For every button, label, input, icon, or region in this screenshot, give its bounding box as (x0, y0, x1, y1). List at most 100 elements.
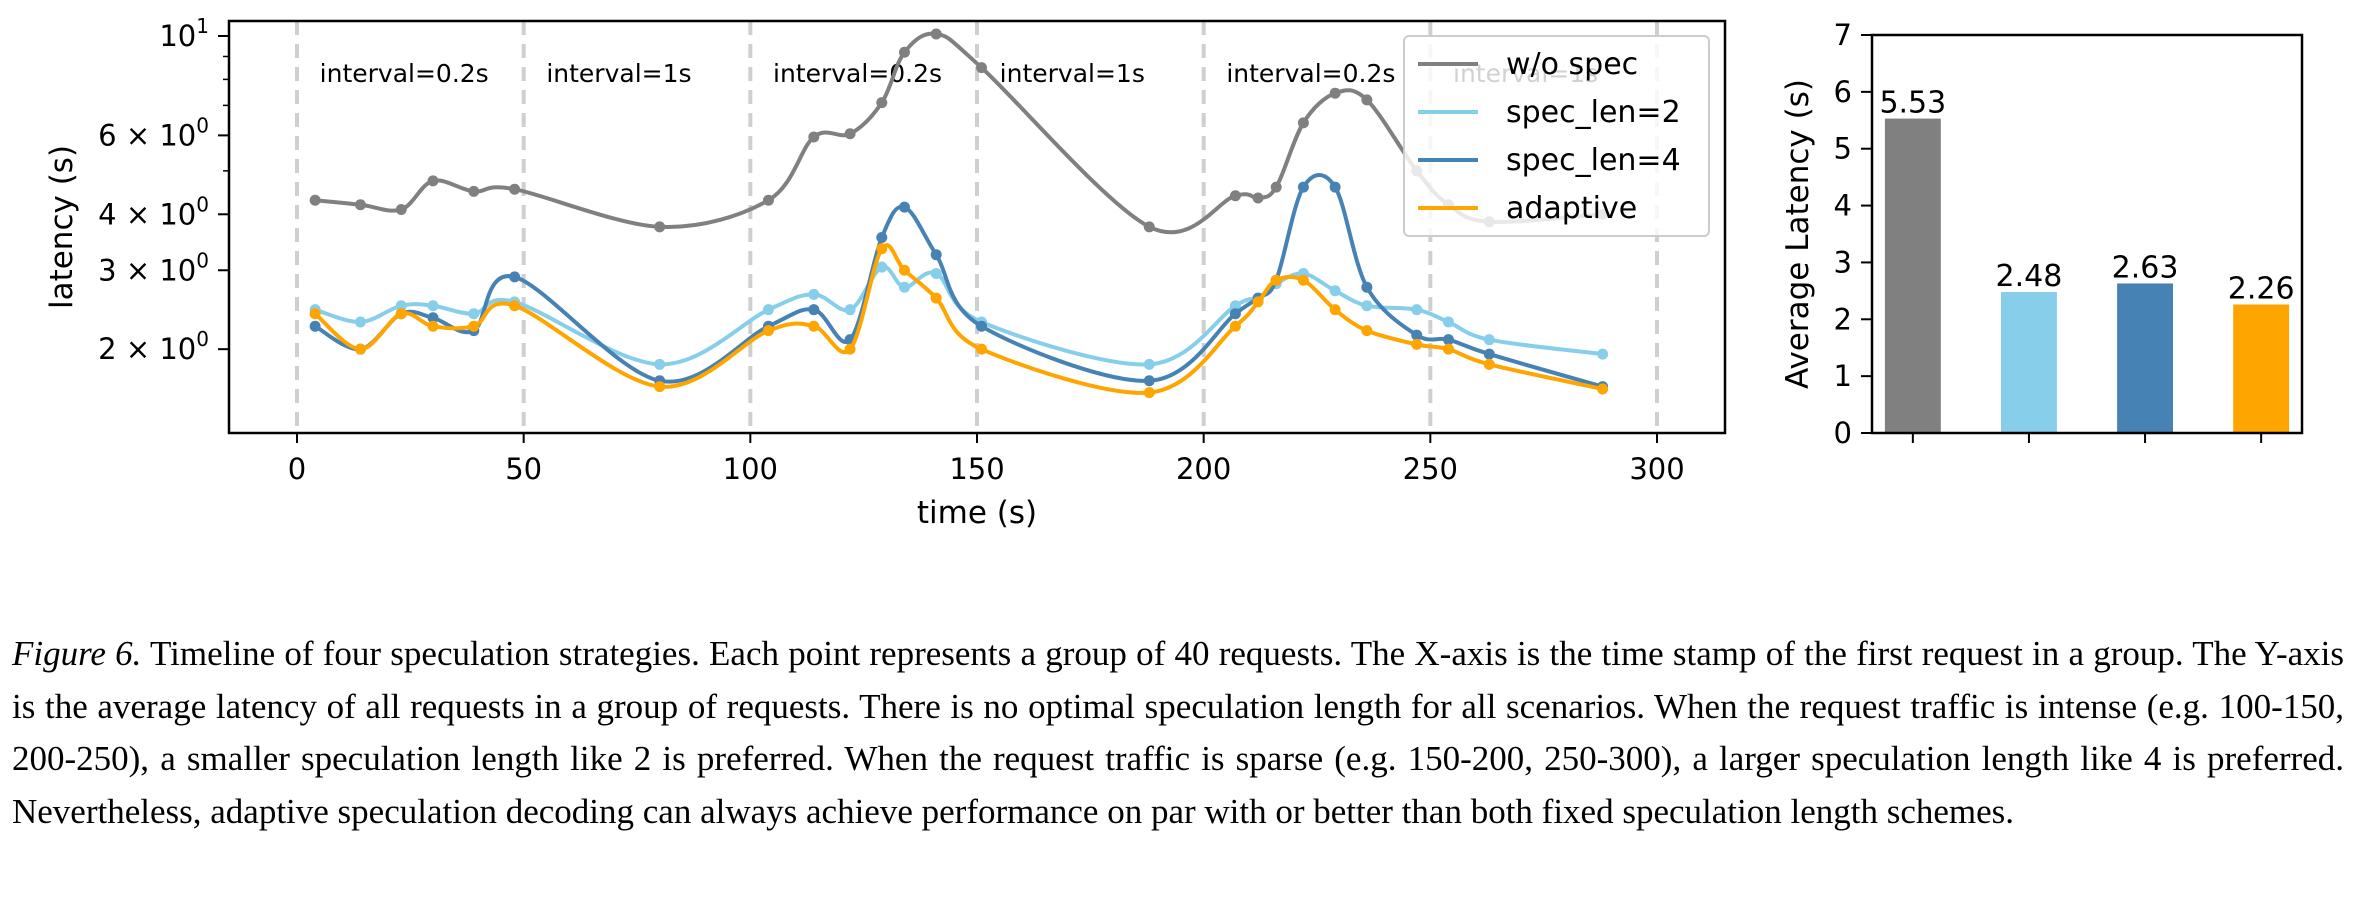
data-point (395, 308, 407, 320)
data-point (1442, 316, 1454, 328)
data-point (427, 320, 439, 332)
data-point (1361, 325, 1373, 337)
data-point (309, 308, 321, 320)
data-point (654, 358, 666, 370)
figure-caption: Figure 6. Timeline of four speculation s… (12, 628, 2344, 838)
y-tick-exponent: 0 (196, 248, 209, 272)
data-point (930, 268, 942, 280)
latency-series (309, 28, 1609, 399)
bar-y-tick-label: 7 (1834, 18, 1852, 52)
data-point (427, 312, 439, 324)
data-point (976, 62, 988, 74)
bars: 5.53 2.48 2.63 2.26 (1879, 86, 2295, 433)
average-latency-bar-chart: 5.53 2.48 2.63 2.26 0 1 2 3 4 5 6 7 Average Latenc… (1780, 18, 2304, 450)
x-tick-label: 250 (1403, 452, 1458, 486)
x-axis-ticks: 0 50 100 150 200 250 300 (288, 433, 1685, 486)
latency-timeline-chart: interval=0.2s interval=1s interval=0.2s int… (44, 14, 1727, 531)
data-point (354, 316, 366, 328)
bar-y-tick-label: 3 (1834, 245, 1852, 279)
bar-y-axis-ticks: 0 1 2 3 4 5 6 7 (1834, 18, 1872, 450)
data-point (808, 304, 820, 316)
data-point (1229, 300, 1241, 312)
y-axis-label: latency (s) (44, 145, 80, 309)
y-tick-exponent: 1 (196, 14, 209, 38)
data-point (808, 288, 820, 300)
data-point (509, 300, 521, 312)
y-tick-base: 3 × 10 (98, 253, 196, 287)
data-point (976, 343, 988, 355)
data-point (1483, 334, 1495, 346)
series-line (314, 264, 1603, 367)
interval-label: interval=0.2s (1226, 59, 1395, 88)
data-point (1297, 117, 1309, 129)
data-point (1143, 375, 1155, 387)
interval-label: interval=1s (1000, 59, 1145, 88)
data-point (309, 320, 321, 332)
caption-figure-label: Figure 6. (12, 634, 142, 673)
bar-y-tick-label: 2 (1834, 302, 1852, 336)
bar-x-axis-ticks (1911, 433, 2263, 443)
legend-label: w/o spec (1506, 47, 1638, 82)
series-adaptive (309, 243, 1609, 399)
bar-y-tick-label: 6 (1834, 75, 1852, 109)
data-point (1329, 181, 1341, 193)
bar (1884, 118, 1941, 433)
data-point (468, 185, 480, 197)
bar-value-label: 2.63 (2112, 250, 2179, 285)
y-tick-exponent: 0 (196, 192, 209, 216)
figure-6-charts: interval=0.2s interval=1s interval=0.2s int… (44, 14, 2304, 531)
data-point (1442, 343, 1454, 355)
y-tick-exponent: 0 (196, 113, 209, 137)
y-tick-label: 4 × 100 (98, 192, 209, 231)
data-point (1229, 308, 1241, 320)
data-point (844, 343, 856, 355)
legend-label: spec_len=4 (1506, 143, 1681, 178)
x-tick-label: 150 (949, 452, 1004, 486)
y-tick-base: 4 × 10 (98, 197, 196, 231)
data-point (1270, 181, 1282, 193)
data-point (309, 194, 321, 206)
data-point (354, 199, 366, 211)
data-point (468, 320, 480, 332)
bar-y-axis-label: Average Latency (s) (1780, 79, 1816, 389)
data-point (1483, 348, 1495, 360)
legend: w/o spec spec_len=2 spec_len=4 adaptive (1403, 35, 1710, 237)
data-point (1411, 304, 1423, 316)
data-point (468, 308, 480, 320)
x-tick-label: 300 (1629, 452, 1684, 486)
data-point (930, 28, 942, 40)
data-point (1229, 320, 1241, 332)
data-point (762, 304, 774, 316)
data-point (1270, 274, 1282, 286)
data-point (1143, 221, 1155, 233)
data-point (844, 304, 856, 316)
y-tick-base: 6 × 10 (98, 118, 196, 152)
y-tick-exponent: 0 (196, 327, 209, 351)
data-point (354, 343, 366, 355)
data-point (395, 203, 407, 215)
data-point (876, 243, 888, 255)
data-point (1411, 329, 1423, 341)
data-point (1329, 285, 1341, 297)
series-line (314, 173, 1604, 389)
data-point (976, 320, 988, 332)
bar-value-label: 2.48 (1996, 259, 2063, 294)
data-point (930, 249, 942, 261)
x-tick-label: 100 (723, 452, 778, 486)
x-tick-label: 200 (1176, 452, 1231, 486)
data-point (1361, 281, 1373, 293)
x-tick-label: 0 (288, 452, 306, 486)
data-point (1143, 387, 1155, 399)
data-point (1229, 190, 1241, 202)
bar-y-tick-label: 5 (1834, 132, 1852, 166)
data-point (762, 194, 774, 206)
data-point (427, 300, 439, 312)
x-axis-label: time (s) (917, 495, 1037, 531)
bar-y-tick-label: 1 (1834, 359, 1852, 393)
data-point (1361, 94, 1373, 106)
y-tick-base: 10 (159, 19, 196, 53)
data-point (1252, 192, 1264, 204)
data-point (930, 292, 942, 304)
bar-value-label: 5.53 (1879, 86, 1946, 121)
